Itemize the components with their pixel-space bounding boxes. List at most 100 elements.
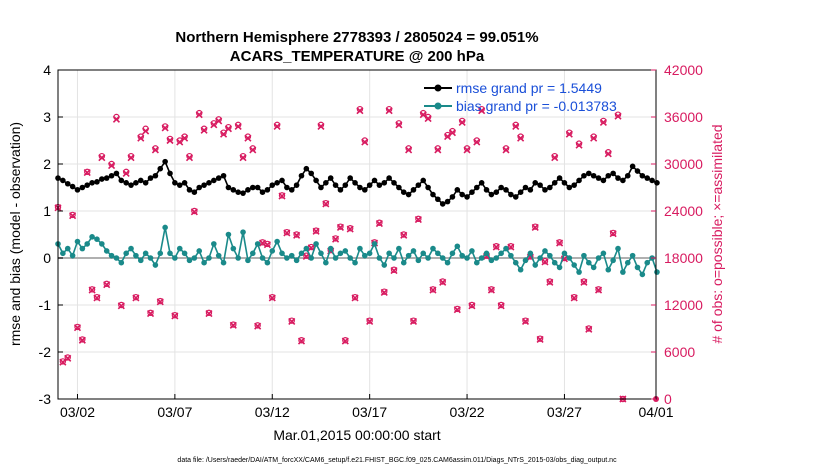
bias-point (220, 259, 227, 266)
bias-point (274, 238, 280, 245)
chart-title-line2: ACARS_TEMPERATURE @ 200 hPa (230, 48, 485, 65)
obs-count-markers (54, 105, 659, 403)
obs-assimilated-point (258, 239, 267, 247)
obs-assimilated-point (220, 130, 228, 138)
bias-point (483, 250, 490, 257)
bias-point (172, 255, 178, 261)
bias-point (147, 255, 154, 261)
obs-possible-point (303, 252, 310, 259)
rmse-point (410, 187, 417, 193)
rmse-point (245, 187, 251, 193)
bias-point (620, 269, 626, 275)
rmse-point (191, 189, 198, 195)
rmse-point (634, 168, 641, 174)
bias-point (478, 255, 485, 261)
bias-point (318, 250, 324, 257)
obs-possible-point (376, 219, 383, 226)
obs-assimilated-point (434, 146, 442, 154)
bias-point (133, 252, 139, 259)
rmse-point (391, 180, 397, 186)
rmse-point (405, 191, 412, 198)
obs-assimilated-point (185, 154, 194, 162)
obs-assimilated-point (604, 150, 612, 158)
rmse-point (366, 182, 373, 188)
obs-assimilated-point (278, 192, 286, 200)
obs-assimilated-point (346, 225, 354, 233)
bias-point (303, 245, 310, 252)
obs-assimilated-point (254, 322, 262, 330)
obs-assimilated-point (273, 122, 281, 130)
obs-possible-point (283, 228, 291, 236)
rmse-point (94, 179, 100, 185)
y-right-tick-label: 30000 (664, 156, 703, 172)
obs-assimilated-point (512, 122, 520, 130)
rmse-point (585, 170, 592, 177)
obs-assimilated-point (93, 294, 101, 302)
bias-point (420, 250, 427, 257)
rmse-point (74, 187, 81, 193)
bias-point (269, 248, 276, 254)
legend-rmse-marker (434, 84, 442, 92)
obs-assimilated-point (439, 278, 447, 286)
rmse-point (430, 191, 436, 198)
rmse-point (473, 184, 480, 191)
x-axis-ticks: 03/02 03/07 03/12 03/17 03/22 03/27 04/01 (60, 394, 674, 420)
obs-assimilated-point (200, 126, 208, 134)
obs-possible-point (541, 257, 549, 265)
obs-possible-point (488, 286, 495, 293)
bias-point (332, 255, 339, 261)
bias-point (454, 243, 461, 250)
rmse-point (527, 187, 534, 193)
obs-possible-point (497, 301, 505, 309)
rmse-point (84, 182, 91, 188)
rmse-point (493, 189, 500, 195)
obs-assimilated-point (400, 231, 408, 239)
obs-assimilated-point (127, 154, 135, 162)
obs-assimilated-point (312, 227, 320, 235)
obs-possible-point (342, 337, 349, 344)
obs-assimilated-point (570, 294, 578, 302)
rmse-point (69, 183, 76, 190)
rmse-point (342, 182, 349, 188)
bias-point (537, 255, 543, 261)
obs-assimilated-point (565, 130, 573, 138)
rmse-point (444, 198, 451, 205)
rmse-point (352, 180, 358, 186)
obs-assimilated-point (463, 146, 471, 154)
obs-possible-point (595, 286, 602, 293)
rmse-point (167, 170, 173, 177)
rmse-point (274, 180, 280, 186)
bias-point (230, 245, 237, 252)
obs-possible-point (269, 293, 276, 301)
obs-assimilated-point (103, 281, 111, 289)
bias-point (352, 259, 358, 266)
obs-possible-point (171, 311, 179, 319)
plot-frame (57, 69, 657, 400)
obs-possible-point (69, 211, 76, 219)
obs-possible-point (580, 278, 588, 285)
bias-point (430, 245, 436, 252)
obs-assimilated-point (142, 127, 150, 135)
bias-point (167, 250, 173, 257)
obs-assimilated-point (580, 278, 588, 286)
y-right-tick-label: 18000 (664, 250, 703, 266)
rmse-point (566, 184, 573, 191)
rmse-point (313, 177, 319, 184)
rmse-point (211, 177, 217, 184)
rmse-point (264, 187, 271, 193)
rmse-point (201, 182, 207, 188)
bias-point (444, 259, 451, 266)
obs-possible-point (507, 243, 515, 250)
rmse-point (576, 177, 582, 184)
obs-possible-point (230, 321, 237, 328)
rmse-point (206, 180, 212, 186)
rmse-point (439, 201, 446, 207)
rmse-point (235, 189, 241, 195)
obs-assimilated-point (336, 223, 345, 232)
obs-assimilated-point (283, 229, 291, 237)
rmse-point (551, 180, 558, 186)
bias-point (590, 264, 597, 271)
obs-possible-point (546, 278, 554, 285)
bias-point (249, 250, 256, 257)
x-tick-label: 03/12 (255, 404, 290, 420)
